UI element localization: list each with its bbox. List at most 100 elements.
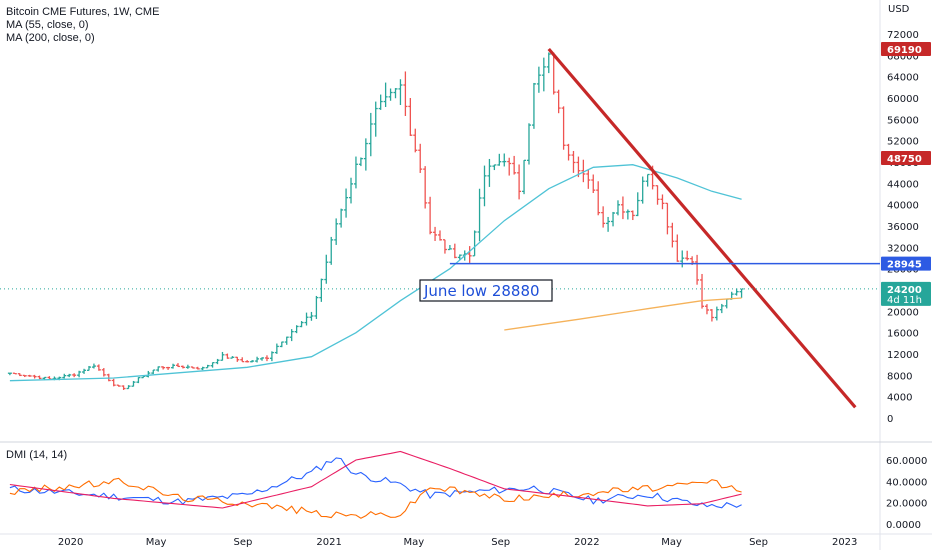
price-bar bbox=[442, 239, 447, 254]
price-bar bbox=[591, 174, 596, 194]
price-bar bbox=[640, 176, 645, 204]
price-bar bbox=[517, 164, 522, 200]
price-bar bbox=[378, 94, 383, 110]
adx-line bbox=[9, 450, 742, 509]
price-bars bbox=[7, 52, 744, 390]
price-bar bbox=[22, 374, 27, 378]
price-bar bbox=[121, 385, 126, 390]
price-tick-label: 8000 bbox=[887, 371, 912, 382]
price-bar bbox=[596, 181, 601, 216]
price-bar bbox=[195, 366, 200, 370]
price-bar bbox=[536, 66, 541, 93]
price-bar bbox=[408, 98, 413, 136]
price-bar bbox=[497, 153, 502, 166]
price-bar bbox=[492, 164, 497, 171]
price-bar bbox=[507, 157, 512, 176]
price-axis: USD7200068000640006000056000520004800044… bbox=[881, 4, 931, 531]
price-bar bbox=[388, 88, 393, 101]
price-bar bbox=[289, 329, 294, 342]
price-bar bbox=[393, 88, 398, 99]
price-bar bbox=[77, 370, 82, 378]
price-tick-label: 36000 bbox=[887, 222, 919, 233]
price-bar bbox=[358, 157, 363, 167]
price-badge-countdown: 4d 11h bbox=[887, 295, 922, 306]
price-badge-value: 24200 bbox=[887, 285, 922, 296]
price-bar bbox=[615, 200, 620, 216]
price-bar bbox=[581, 159, 586, 183]
price-bar bbox=[205, 364, 210, 369]
price-bar bbox=[180, 365, 185, 369]
dmi-tick-label: 20.0000 bbox=[886, 499, 927, 510]
plus-di-line bbox=[9, 457, 742, 509]
price-bar bbox=[116, 384, 121, 387]
price-bar bbox=[86, 365, 91, 371]
price-bar bbox=[546, 52, 551, 74]
price-bar bbox=[551, 52, 556, 95]
price-bar bbox=[156, 366, 161, 372]
price-bar bbox=[136, 376, 141, 384]
price-bar bbox=[438, 230, 442, 241]
time-tick-label: 2022 bbox=[574, 537, 599, 548]
price-bar bbox=[601, 206, 606, 228]
time-tick-label: Sep bbox=[234, 537, 253, 548]
price-bar bbox=[541, 57, 546, 92]
downtrend-line bbox=[547, 47, 857, 409]
price-bar bbox=[17, 373, 22, 377]
price-bar bbox=[363, 138, 368, 171]
price-badge: 28945 bbox=[881, 256, 931, 271]
time-tick-label: Sep bbox=[491, 537, 510, 548]
price-bar bbox=[200, 366, 205, 371]
price-bar bbox=[452, 243, 457, 259]
price-bar bbox=[680, 250, 685, 268]
price-bar bbox=[146, 370, 151, 378]
price-bar bbox=[72, 373, 77, 378]
price-bar bbox=[487, 158, 492, 187]
price-tick-label: 44000 bbox=[887, 179, 919, 190]
price-bar bbox=[171, 363, 176, 369]
price-bar bbox=[660, 194, 665, 210]
price-bar bbox=[477, 188, 482, 242]
note-box bbox=[419, 279, 553, 302]
price-tick-label: 4000 bbox=[887, 393, 912, 404]
price-bar bbox=[255, 356, 260, 363]
price-bar bbox=[279, 341, 284, 348]
price-bar bbox=[556, 89, 561, 114]
time-tick-label: 2021 bbox=[316, 537, 341, 548]
price-bar bbox=[230, 356, 235, 359]
annotations: June low 28880 bbox=[0, 47, 880, 409]
price-bar bbox=[576, 156, 581, 178]
price-bar bbox=[304, 312, 309, 326]
price-bar bbox=[225, 353, 230, 359]
price-bar bbox=[413, 128, 418, 153]
dmi-tick-label: 60.0000 bbox=[886, 456, 927, 467]
price-bar bbox=[62, 373, 67, 379]
chart-title: Bitcoin CME Futures, 1W, CME bbox=[6, 6, 160, 18]
price-bar bbox=[334, 218, 339, 245]
price-bar bbox=[339, 208, 344, 228]
price-bar bbox=[625, 209, 630, 220]
price-bar bbox=[101, 368, 106, 377]
price-bar bbox=[423, 166, 428, 209]
price-tick-label: 64000 bbox=[887, 73, 919, 84]
price-bar bbox=[734, 288, 739, 296]
price-bar bbox=[264, 355, 269, 362]
price-badge: 69190 bbox=[881, 41, 931, 56]
price-bar bbox=[324, 254, 329, 284]
price-bar bbox=[12, 372, 17, 375]
price-bar bbox=[611, 211, 616, 227]
price-bar bbox=[175, 363, 180, 368]
price-bar bbox=[383, 82, 388, 107]
price-tick-label: 68000 bbox=[887, 51, 919, 62]
dmi-lines bbox=[9, 450, 742, 519]
price-bar bbox=[502, 153, 507, 167]
price-bar bbox=[739, 288, 744, 298]
time-tick-label: May bbox=[661, 537, 682, 548]
price-bar bbox=[566, 143, 571, 161]
price-bar bbox=[531, 82, 536, 129]
price-bar bbox=[32, 374, 37, 379]
price-bar bbox=[472, 230, 477, 257]
price-bar bbox=[695, 254, 700, 285]
price-bar bbox=[675, 234, 680, 262]
time-axis: 2020 May Sep 2021 May Sep 2022 May Sep 2023 bbox=[58, 537, 858, 548]
